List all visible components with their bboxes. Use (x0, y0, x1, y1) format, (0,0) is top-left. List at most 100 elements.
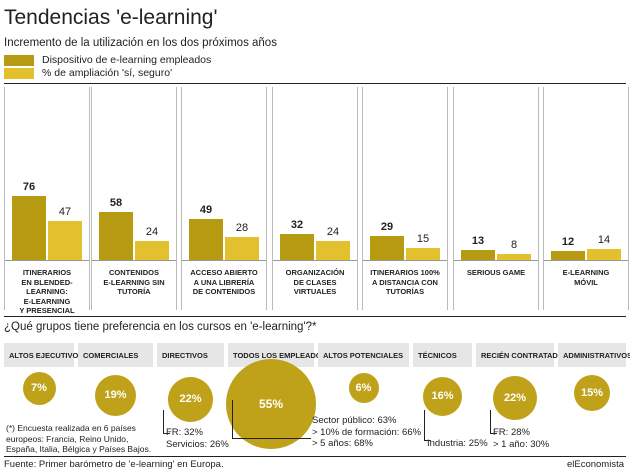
group-header: ADMINISTRATIVOS (558, 343, 630, 367)
footnote-line: España, Italia, Bélgica y Países Bajos. (6, 444, 152, 454)
bar-expansion (48, 221, 82, 261)
category-panel: 12 14 E-learning móvil (543, 87, 629, 310)
bar-expansion (497, 254, 531, 261)
value-label-employed: 29 (380, 221, 394, 234)
legend-label-series-1: Dispositivo de e-learning empleados (42, 54, 212, 66)
baseline (454, 260, 538, 261)
group-circle: 22% (168, 376, 213, 422)
chart-title: Tendencias 'e-learning' (4, 6, 218, 29)
bar-expansion (316, 240, 350, 261)
note-line: FR: 32% (166, 427, 203, 438)
bracket-recien (490, 410, 497, 434)
category-label: Contenidos e-learning sin tutoría (103, 268, 165, 296)
category-panel: 58 24 Contenidos e-learning sin tutoría (91, 87, 177, 310)
baseline (92, 260, 176, 261)
bar-employed (99, 211, 133, 261)
value-label-expansion: 28 (235, 222, 249, 235)
brand-logo: elEconomista (566, 459, 624, 470)
baseline (5, 260, 89, 261)
category-panel: 76 47 Itinerarios en blended-learning: e-l… (4, 87, 90, 315)
category-label: Organización de clases virtuales (285, 268, 345, 296)
bar-employed (280, 233, 314, 261)
category-panel: 49 28 Acceso abierto a una librería de con… (181, 87, 267, 310)
section-rule (4, 316, 626, 317)
bar-employed (189, 219, 223, 261)
bar-expansion (135, 240, 169, 261)
survey-footnote: (*) Encuesta realizada en 6 países europ… (6, 423, 151, 455)
note-line: > 10% de formación: 66% (312, 426, 422, 438)
chart-top-rule (4, 83, 626, 84)
bar-employed (12, 196, 46, 261)
note-tecnicos: Industria: 25% (427, 438, 488, 450)
groups-question: ¿Qué grupos tiene preferencia en los cur… (4, 321, 317, 333)
group-circle: 55% (226, 359, 316, 449)
category-plot: 58 24 (92, 87, 176, 261)
category-label: Acceso abierto a una librería de conteni… (190, 268, 258, 296)
group-header: DIRECTIVOS (157, 343, 224, 367)
bar-expansion (406, 248, 440, 261)
group-circle: 6% (348, 373, 379, 403)
value-label-expansion: 47 (58, 206, 72, 219)
bracket-todos (232, 400, 311, 439)
note-line: Industria: 25% (427, 438, 488, 449)
group-header: RECIÉN CONTRATADOS (476, 343, 569, 367)
legend-item-series-1: Dispositivo de e-learning empleados (4, 54, 211, 66)
category-plot: 12 14 (544, 87, 628, 261)
note-todos: Sector público: 63% > 10% de formación: … (312, 415, 421, 450)
bar-expansion (587, 249, 621, 261)
category-panel: 13 8 Serious game (453, 87, 539, 310)
baseline (182, 260, 266, 261)
category-label: E-learning móvil (562, 268, 610, 287)
note-line: > 1 año: 30% (493, 438, 550, 450)
value-label-employed: 12 (561, 235, 575, 248)
value-label-expansion: 24 (145, 225, 159, 238)
group-header: ALTOS POTENCIALES (318, 343, 409, 367)
footnote-line: europeos: Francia, Reino Unido, (6, 433, 129, 444)
category-label: Itinerarios en blended-learning: e-learn… (19, 268, 75, 315)
value-label-employed: 58 (109, 196, 123, 209)
note-recien: FR: 28% > 1 año: 30% (493, 427, 549, 450)
category-panel: 32 24 Organización de clases virtuales (272, 87, 358, 310)
value-label-expansion: 14 (597, 234, 611, 247)
category-label: Itinerarios 100% a distancia con tutoría… (370, 268, 440, 296)
group-header: ALTOS EJECUTIVOS (4, 343, 83, 367)
legend-label-series-2: % de ampliación 'sí, seguro' (42, 67, 173, 79)
note-line: > 5 años: 68% (312, 438, 374, 449)
source-note: Fuente: Primer barómetro de 'e-learning'… (4, 459, 224, 470)
group-header: TÉCNICOS (413, 343, 472, 367)
bar-employed (461, 249, 495, 261)
note-line: Sector público: 63% (312, 415, 397, 426)
category-label: Serious game (466, 268, 526, 277)
baseline (544, 260, 628, 261)
value-label-employed: 49 (199, 204, 213, 217)
footnote-line: (*) Encuesta realizada en 6 países (6, 423, 136, 433)
group-circle: 19% (95, 374, 136, 416)
group-circle: 16% (423, 376, 462, 416)
bar-employed (370, 236, 404, 261)
group-circle: 15% (574, 375, 610, 411)
value-label-expansion: 15 (416, 233, 430, 246)
bracket-tecnicos (424, 410, 431, 441)
category-plot: 29 15 (363, 87, 447, 261)
category-plot: 13 8 (454, 87, 538, 261)
chart-subtitle: Incremento de la utilización en los dos … (4, 37, 277, 49)
baseline (273, 260, 357, 261)
bracket-directivos (163, 410, 170, 434)
category-panel: 29 15 Itinerarios 100% a distancia con tut… (362, 87, 448, 310)
group-header: COMERCIALES (78, 343, 153, 367)
value-label-expansion: 8 (510, 239, 518, 252)
group-circle: 7% (22, 371, 56, 405)
category-plot: 76 47 (5, 87, 89, 261)
footer-rule (4, 456, 626, 457)
value-label-employed: 32 (290, 218, 304, 231)
bar-employed (551, 250, 585, 261)
value-label-employed: 76 (22, 181, 36, 194)
legend-item-series-2: % de ampliación 'sí, seguro' (4, 67, 172, 79)
category-plot: 32 24 (273, 87, 357, 261)
legend-swatch-light (4, 67, 34, 79)
value-label-expansion: 24 (326, 225, 340, 238)
group-circle: 22% (493, 376, 537, 420)
category-plot: 49 28 (182, 87, 266, 261)
legend-swatch-dark (4, 54, 34, 66)
bar-expansion (225, 237, 259, 261)
